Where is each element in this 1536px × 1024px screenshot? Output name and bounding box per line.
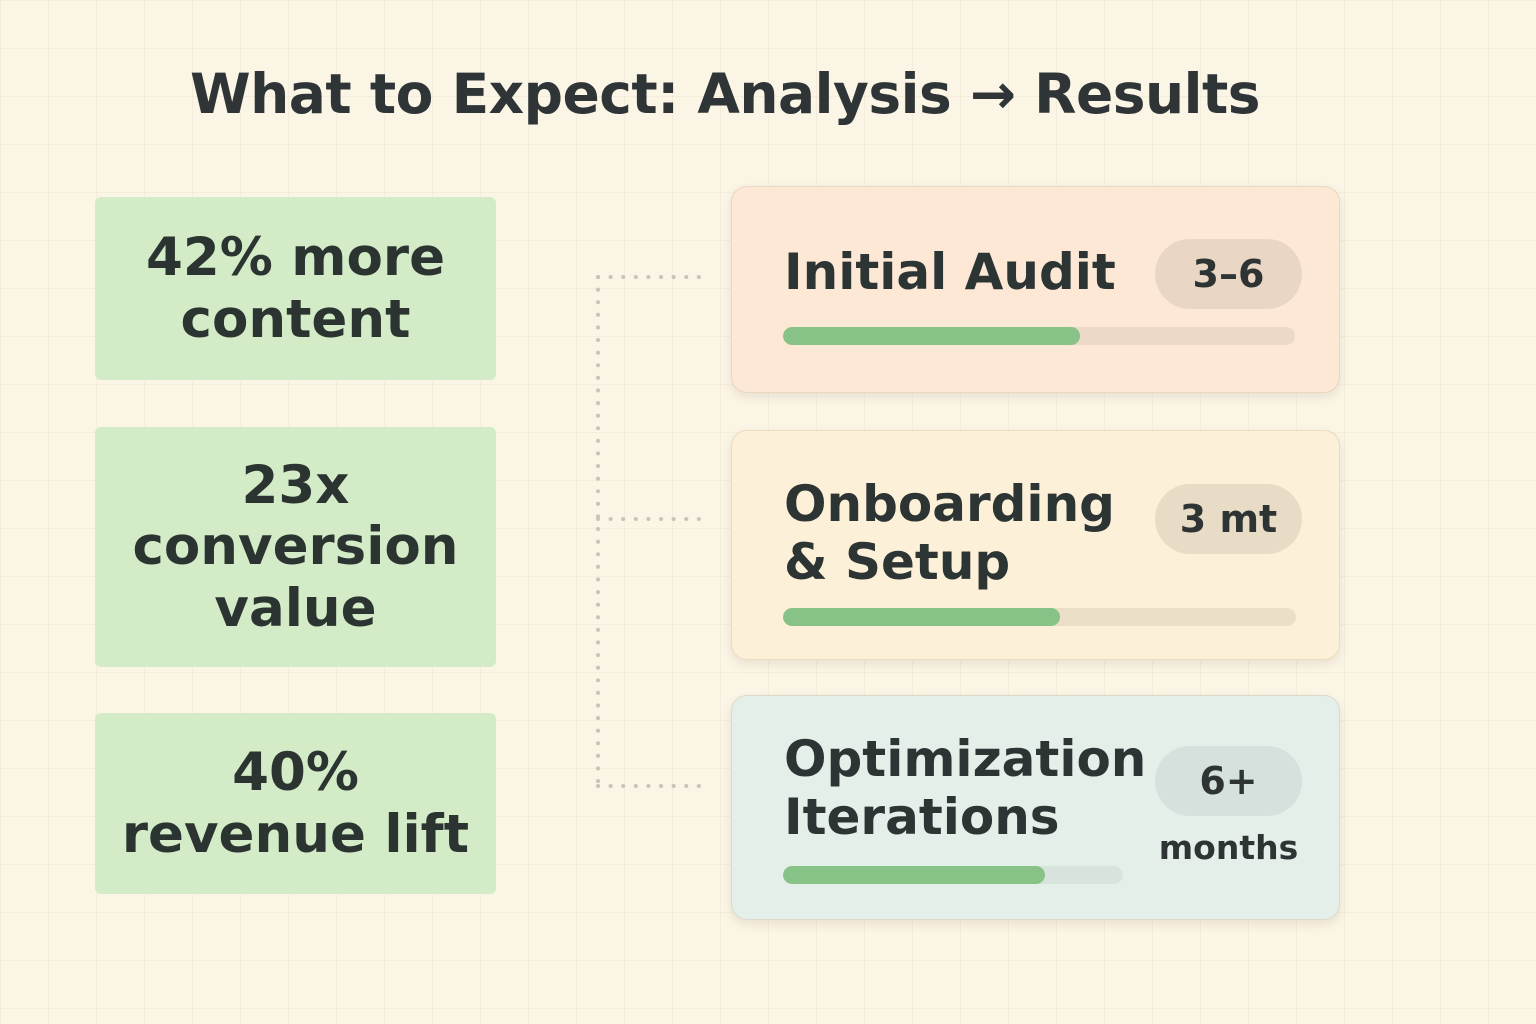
metric-card-revenue: 40% revenue lift: [95, 713, 496, 894]
phase-title: Optimization Iterations: [784, 730, 1146, 846]
metric-card-content: 42% more content: [95, 197, 496, 380]
phase-title-line: Optimization: [784, 730, 1147, 788]
page-title: What to Expect: Analysis → Results: [189, 62, 1261, 126]
duration-badge: 3–6: [1155, 239, 1302, 309]
metric-line: 42% more: [145, 227, 446, 289]
phase-card-onboarding-setup: Onboarding & Setup 3 mt: [731, 430, 1340, 660]
progress-fill: [783, 327, 1080, 345]
progress-fill: [783, 608, 1061, 626]
phase-card-optimization-iterations: Optimization Iterations 6+ months: [731, 695, 1340, 920]
progress-fill: [783, 866, 1045, 884]
phase-title-line: Initial Audit: [784, 243, 1116, 301]
duration-badge: 3 mt: [1155, 484, 1302, 554]
phase-title: Onboarding & Setup: [784, 475, 1115, 591]
progress-bar: [783, 327, 1295, 345]
metric-line: content: [180, 288, 411, 350]
metric-line: revenue lift: [121, 803, 470, 865]
metric-card-conversion: 23x conversion value: [95, 427, 496, 667]
metric-line: 40%: [232, 742, 359, 804]
phase-title-line: & Setup: [784, 533, 1011, 591]
phase-card-initial-audit: Initial Audit 3–6: [731, 186, 1340, 393]
phase-title-line: Onboarding: [784, 475, 1115, 533]
progress-bar: [783, 866, 1123, 884]
phase-title: Initial Audit: [784, 243, 1116, 301]
metric-line: value: [214, 577, 377, 639]
duration-badge: 6+: [1155, 746, 1302, 816]
phase-title-line: Iterations: [784, 788, 1060, 846]
duration-unit: months: [1158, 828, 1299, 867]
metric-line: 23x: [241, 454, 350, 516]
progress-bar: [783, 608, 1296, 626]
metric-line: conversion: [132, 516, 459, 578]
